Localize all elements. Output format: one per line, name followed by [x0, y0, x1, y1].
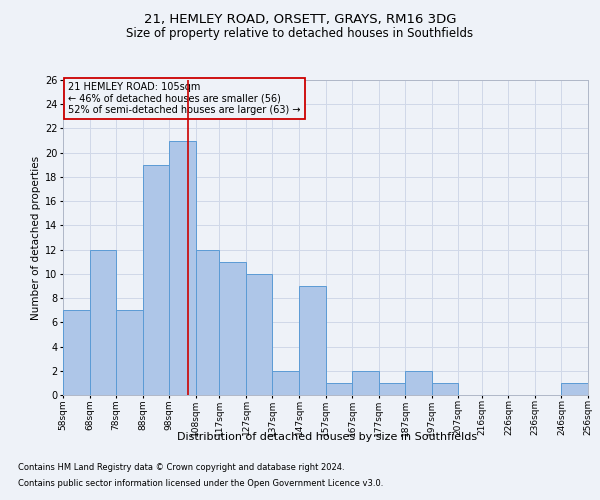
Text: Contains public sector information licensed under the Open Government Licence v3: Contains public sector information licen…	[18, 478, 383, 488]
Text: Distribution of detached houses by size in Southfields: Distribution of detached houses by size …	[177, 432, 477, 442]
Bar	[143, 165, 169, 395]
Bar	[562, 383, 588, 395]
Text: 21, HEMLEY ROAD, ORSETT, GRAYS, RM16 3DG: 21, HEMLEY ROAD, ORSETT, GRAYS, RM16 3DG	[144, 12, 456, 26]
Bar	[272, 371, 299, 395]
Bar	[220, 262, 246, 395]
Y-axis label: Number of detached properties: Number of detached properties	[31, 156, 41, 320]
Text: Contains HM Land Registry data © Crown copyright and database right 2024.: Contains HM Land Registry data © Crown c…	[18, 464, 344, 472]
Text: 21 HEMLEY ROAD: 105sqm
← 46% of detached houses are smaller (56)
52% of semi-det: 21 HEMLEY ROAD: 105sqm ← 46% of detached…	[68, 82, 301, 115]
Bar	[63, 310, 89, 395]
Bar	[246, 274, 272, 395]
Bar	[299, 286, 325, 395]
Bar	[405, 371, 431, 395]
Text: Size of property relative to detached houses in Southfields: Size of property relative to detached ho…	[127, 28, 473, 40]
Bar	[169, 140, 196, 395]
Bar	[116, 310, 143, 395]
Bar	[431, 383, 458, 395]
Bar	[89, 250, 116, 395]
Bar	[325, 383, 352, 395]
Bar	[379, 383, 405, 395]
Bar	[352, 371, 379, 395]
Bar	[196, 250, 220, 395]
